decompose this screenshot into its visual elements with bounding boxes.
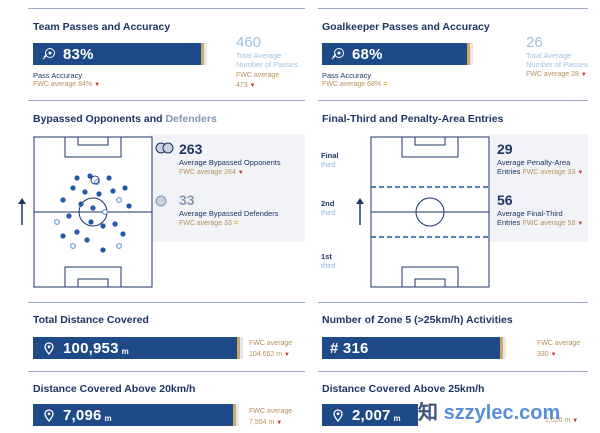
team-pass-accuracy-value: 83% [63,45,94,63]
final-third-title: Final-Third and Penalty-Area Entries [322,113,504,125]
bypassed-opponents-value: 263 [179,141,203,157]
team-pass-accuracy-label: Pass Accuracy [33,71,83,80]
penalty-entries-fwc: FWC average 33 ▼ [522,169,584,176]
gk-pass-accuracy-bar: 68% [322,43,467,65]
zone5-bar: # 316 [322,337,500,359]
total-distance-value: 100,953 [63,339,119,357]
total-distance-unit: m [121,346,129,356]
defenders-legend-icon [155,195,167,207]
zone5-title: Number of Zone 5 (>25km/h) Activities [322,314,513,326]
bypassed-defenders-value: 33 [179,192,195,208]
team-total-passes: 460 [236,34,262,51]
dist25-fwc: 2,026 m ▼ [545,417,579,424]
dist20-fwc: FWC average 7,554 m ▼ [249,408,293,426]
team-total-passes-fwc: FWC average 473 ▼ [236,72,280,89]
football-icon [41,46,57,62]
final-third-entries-value: 56 [497,192,513,208]
zone-second-third-label: 2nd third [321,199,336,217]
total-distance-fwc: FWC average 104,662 m ▼ [249,340,293,358]
location-pin-icon [330,407,346,423]
gk-total-passes-fwc: FWC average 28 ▼ [526,71,587,78]
team-pass-accuracy-fwc: FWC average 84% ▼ [33,81,101,88]
gk-pass-accuracy-value: 68% [352,45,383,63]
bypassed-title: Bypassed Opponents and Defenders [33,113,217,125]
gk-total-passes-label: Total Average Number of Passes [526,51,588,69]
gk-pass-accuracy-fwc: FWC average 68% = [322,81,388,88]
team-pass-accuracy-bar: 83% [33,43,201,65]
bypassed-pitch [33,136,153,288]
dist20-value: 7,096 [63,406,102,424]
bypassed-opponents-fwc: FWC average 264 ▼ [179,169,244,176]
bypassed-defenders-fwc: FWC average 33 = [179,220,238,227]
bypassed-opponents-label: Average Bypassed Opponents [179,158,281,167]
final-third-entries-label: Average Final-Third Entries FWC average 5… [497,209,584,227]
gk-passes-title: Goalkeeper Passes and Accuracy [322,21,490,33]
dist25-value: 2,007 [352,406,391,424]
dist25-unit: m [393,413,401,423]
dist20-unit: m [104,413,112,423]
team-total-passes-label: Total Average Number of Passes [236,51,298,69]
final-third-entries-fwc: FWC average 58 ▼ [522,220,584,227]
total-distance-title: Total Distance Covered [33,314,149,326]
zone5-fwc: FWC average 330 ▼ [537,340,581,358]
dist25-title: Distance Covered Above 25km/h [322,383,485,395]
gk-pass-accuracy-label: Pass Accuracy [322,71,372,80]
zone-final-third-label: Final third [321,151,339,169]
total-distance-bar: 100,953 m [33,337,237,359]
location-pin-icon [41,407,57,423]
bypassed-defenders-label: Average Bypassed Defenders [179,209,279,218]
entries-stats-panel [488,134,588,242]
final-third-pitch [370,136,490,288]
zone5-value: # 316 [330,339,369,357]
bypassed-stats-panel [150,134,305,242]
opponents-legend-icon [155,142,174,154]
penalty-entries-value: 29 [497,141,513,157]
location-pin-icon [41,340,57,356]
dist20-bar: 7,096 m [33,404,233,426]
gk-total-passes: 26 [526,34,543,51]
attack-direction-arrow-icon [18,198,26,225]
zone-first-third-label: 1st third [321,252,336,270]
attack-direction-arrow-icon [356,198,364,225]
penalty-entries-label: Average Penalty-Area Entries FWC average … [497,158,584,176]
football-icon [330,46,346,62]
dist20-title: Distance Covered Above 20km/h [33,383,196,395]
team-passes-title: Team Passes and Accuracy [33,21,171,33]
dist25-bar: 2,007 m [322,404,418,426]
watermark-text: 知 szzylec.com [418,402,561,424]
